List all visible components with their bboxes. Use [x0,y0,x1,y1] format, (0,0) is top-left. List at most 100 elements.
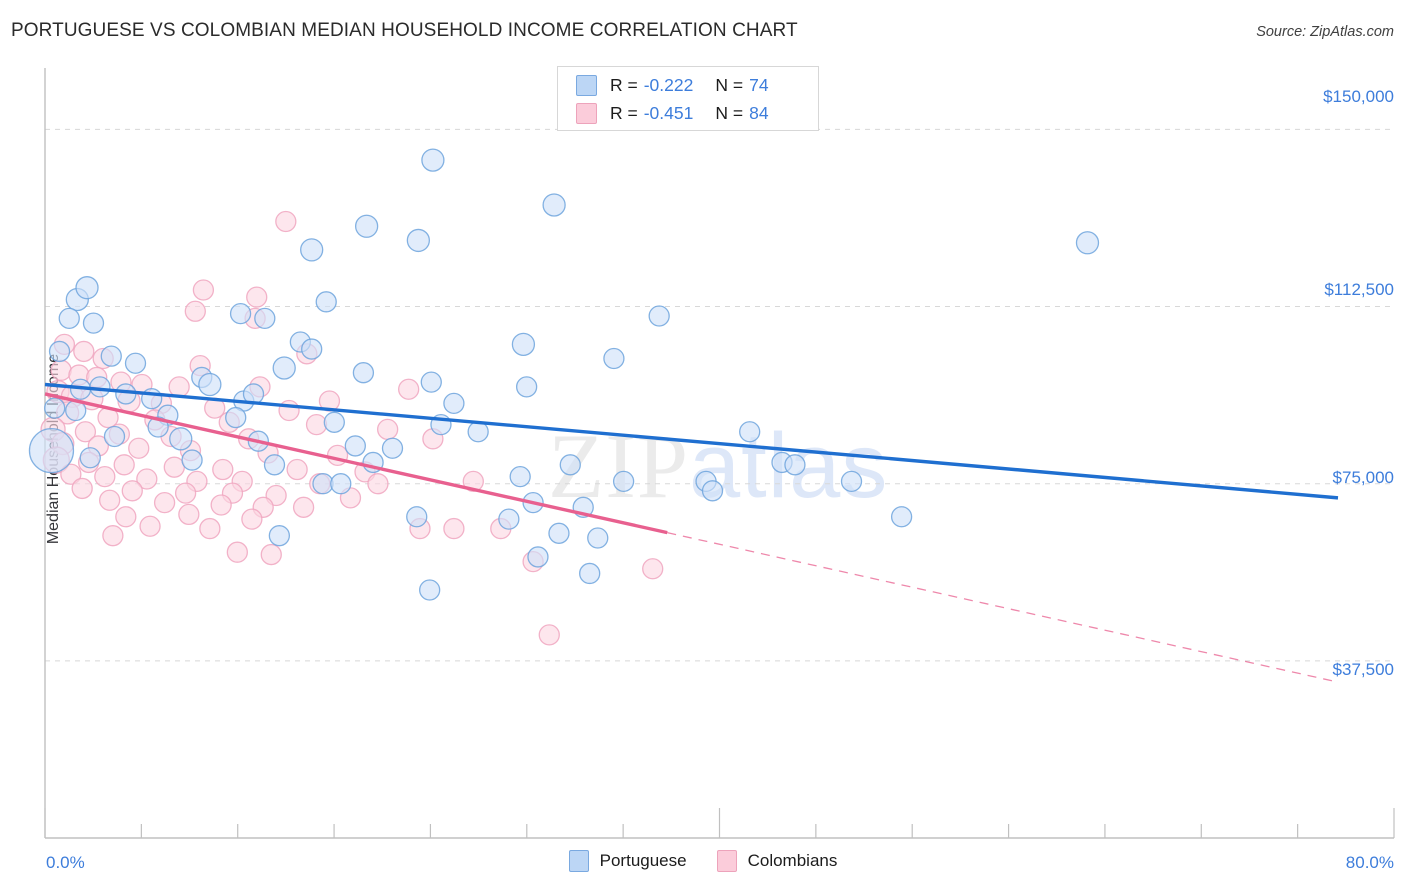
scatter-point [419,579,441,601]
legend-marker-portuguese-icon [568,850,589,872]
scatter-point [198,372,222,397]
scatter-point [44,397,66,419]
scatter-point [301,338,323,360]
y-tick-label-75000: $75,000 [1332,468,1394,487]
scatter-point [99,489,121,511]
scatter-point [60,463,82,485]
legend-marker-colombians-icon [716,850,737,872]
scatter-point [509,465,531,488]
scatter-point [241,508,263,530]
correlation-stats-legend: R = -0.222 N = 74 R = -0.451 N = 84 [557,66,819,131]
scatter-point [128,437,150,459]
scatter-point [305,414,328,436]
scatter-point [178,503,200,526]
scatter-point [542,193,566,217]
scatter-point [315,291,337,313]
scatter-point [701,480,724,502]
scatter-point [75,276,99,300]
scatter-point [103,425,126,448]
scatter-point [163,456,185,478]
y-tick-label-37500: $37,500 [1332,660,1394,679]
scatter-point [587,527,609,549]
scatter-point [184,300,206,322]
scatter-point [48,340,71,363]
legend-item-colombians[interactable]: Colombians [716,850,838,872]
scatter-point [225,406,247,429]
scatter-point [102,525,124,547]
scatter-point [275,210,297,233]
scatter-point [498,508,520,530]
scatter-point [226,541,248,563]
scatter-point [579,562,601,585]
scatter-point [169,427,193,451]
series-legend: Portuguese Colombians [0,850,1406,872]
scatter-point [515,376,538,398]
scatter-point [229,302,252,325]
scatter-point [136,468,158,490]
trendline-portuguese [44,382,1339,500]
legend-label-colombians: Colombians [747,851,838,870]
scatter-point [511,332,536,356]
scatter-point [784,454,806,476]
scatter-point [168,376,190,398]
scatter-point [73,340,95,363]
scatter-point [115,506,137,528]
scatter-point [559,454,581,476]
scatter-point [58,307,80,330]
scatter-point [278,399,300,422]
scatter-point [268,525,291,547]
r-value-portuguese: -0.222 [643,74,694,95]
y-tick-label-150000: $150,000 [1323,87,1394,106]
scatter-point [739,421,761,443]
scatter-point [420,371,442,393]
source-attribution: Source: ZipAtlas.com [1256,24,1394,40]
x-tick-label-min: 0.0% [46,853,85,872]
legend-swatch-colombians-icon [576,102,597,124]
legend-label-portuguese: Portuguese [599,851,687,870]
scatter-point [82,312,105,334]
scatter-point [840,470,863,492]
r-label-portuguese: R = [610,74,638,95]
stats-legend-row-colombians: R = -0.451 N = 84 [576,100,769,126]
scatter-point [74,421,97,443]
scatter-point [406,506,428,528]
n-value-colombians: 84 [749,102,769,123]
scatter-point [548,522,570,544]
scatter-point [300,238,324,262]
r-label-colombians: R = [610,102,638,123]
scatter-point [398,378,420,400]
scatter-point [612,470,635,492]
scatter-point [890,506,913,528]
scatter-point [113,454,135,476]
scatter-point [292,496,315,518]
scatter-point [443,392,465,415]
legend-item-portuguese[interactable]: Portuguese [568,850,687,872]
scatter-point [254,307,276,330]
scatter-point [246,286,268,308]
scatter-point [260,543,282,566]
scatter-point [50,359,72,381]
x-tick-label-max: 80.0% [1345,853,1394,872]
scatter-point [527,546,549,568]
scatter-point [272,356,296,380]
scatter-point [89,376,111,398]
scatter-point [354,214,379,238]
scatter-point [199,517,221,540]
scatter-point [406,228,431,253]
scatter-point [153,491,176,514]
scatter-point [263,454,286,476]
n-label-colombians: N = [715,102,744,123]
scatter-point [367,473,389,495]
scatter-point [1075,231,1100,255]
scatter-point [212,458,234,481]
scatter-point [121,480,143,502]
y-tick-label-112500: $112,500 [1324,280,1394,299]
page-title: PORTUGUESE VS COLOMBIAN MEDIAN HOUSEHOLD… [11,20,798,41]
scatter-point [210,494,232,516]
scatter-point [648,305,670,327]
legend-swatch-portuguese-icon [576,74,597,96]
scatter-point [376,418,399,441]
scatter-point [124,352,147,374]
